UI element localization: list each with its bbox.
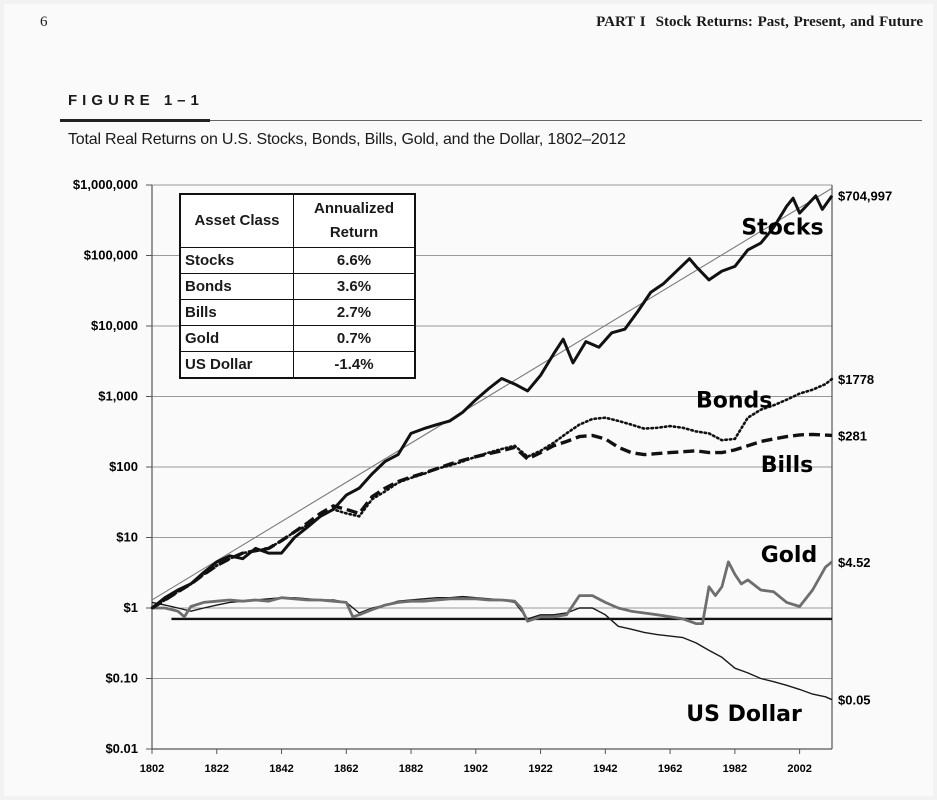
x-tick-label: 1822 <box>205 763 229 775</box>
x-tick-label: 1982 <box>723 763 747 775</box>
page-number: 6 <box>40 14 48 30</box>
x-tick-label: 1802 <box>140 763 164 775</box>
stocks-trend-line <box>151 187 833 601</box>
us-dollar-line <box>151 595 833 701</box>
y-tick-label: $1,000 <box>98 389 138 404</box>
running-head-part: PART I <box>596 14 646 30</box>
header-annualized-return: Annualized Return <box>293 193 416 248</box>
x-tick-label: 1862 <box>334 763 358 775</box>
x-tick-label: 1902 <box>464 763 488 775</box>
bills-line <box>151 432 833 610</box>
series-name-label: Bills <box>761 453 814 478</box>
asset-cell: Stocks <box>179 247 294 274</box>
table-row: Stocks 6.6% <box>179 247 416 274</box>
series-name-label: Gold <box>761 543 817 568</box>
series-end-value: $704,997 <box>838 189 892 204</box>
return-cell: 3.6% <box>293 273 416 300</box>
series-name-label: Stocks <box>741 215 823 240</box>
table-row: Gold 0.7% <box>179 325 416 352</box>
figure-rule-thin <box>60 120 922 121</box>
y-tick-label: $1 <box>124 600 138 615</box>
series-lines <box>150 194 834 701</box>
figure-rule-thick <box>60 119 210 122</box>
series-end-value: $281 <box>838 428 867 443</box>
x-tick-label: 1922 <box>528 763 552 775</box>
table-row: Bills 2.7% <box>179 299 416 326</box>
x-axis-ticks: 1802 1822 1842 1862 1882 1902 1922 1942 1962 1982… <box>140 763 812 775</box>
running-head: PART I Stock Returns: Past, Present, and … <box>596 14 923 31</box>
return-cell: 2.7% <box>293 299 416 326</box>
asset-cell: US Dollar <box>179 351 294 379</box>
asset-cell: Bills <box>179 299 294 326</box>
table-row: US Dollar -1.4% <box>179 351 416 379</box>
series-end-value: $4.52 <box>838 555 871 570</box>
stocks-line <box>151 194 834 610</box>
y-axis-ticks: $1,000,000 $100,000 $10,000 $1,000 $100 $10 $1… <box>73 177 138 756</box>
y-tick-label: $10,000 <box>91 318 138 333</box>
series-labels: Stocks $704,997 Bonds $1778 Bills $281 Gold $4.… <box>686 189 892 727</box>
header-asset-class: Asset Class <box>179 193 294 248</box>
return-cell: 6.6% <box>293 247 416 274</box>
series-end-value: $0.05 <box>838 693 871 708</box>
x-tick-label: 1842 <box>269 763 293 775</box>
book-page <box>4 4 933 796</box>
asset-cell: Gold <box>179 325 294 352</box>
y-tick-label: $0.10 <box>105 671 138 686</box>
y-tick-label: $10 <box>116 530 138 545</box>
running-head-title: Stock Returns: Past, Present, and Future <box>655 14 923 30</box>
series-end-value: $1778 <box>838 372 874 387</box>
figure-caption: Total Real Returns on U.S. Stocks, Bonds… <box>68 131 626 148</box>
y-tick-label: $100,000 <box>84 248 138 263</box>
y-tick-label: $0.01 <box>105 741 138 756</box>
y-tick-label: $1,000,000 <box>73 177 138 192</box>
series-name-label: Bonds <box>696 388 772 413</box>
y-tick-label: $100 <box>109 459 138 474</box>
returns-table: Asset Class Annualized Return Stocks 6.6… <box>179 193 416 379</box>
table-header-row: Asset Class Annualized Return <box>179 193 416 248</box>
x-tick-label: 1962 <box>658 763 682 775</box>
return-cell: 0.7% <box>293 325 416 352</box>
gold-line <box>152 560 833 625</box>
x-tick-label: 2002 <box>787 763 811 775</box>
table-row: Bonds 3.6% <box>179 273 416 300</box>
reference-lines <box>151 187 833 621</box>
series-name-label: US Dollar <box>686 702 802 727</box>
asset-cell: Bonds <box>179 273 294 300</box>
x-tick-label: 1942 <box>593 763 617 775</box>
x-tick-label: 1882 <box>399 763 423 775</box>
figure-label: FIGURE 1–1 <box>68 92 204 109</box>
return-cell: -1.4% <box>293 351 416 379</box>
bonds-line <box>150 377 834 610</box>
